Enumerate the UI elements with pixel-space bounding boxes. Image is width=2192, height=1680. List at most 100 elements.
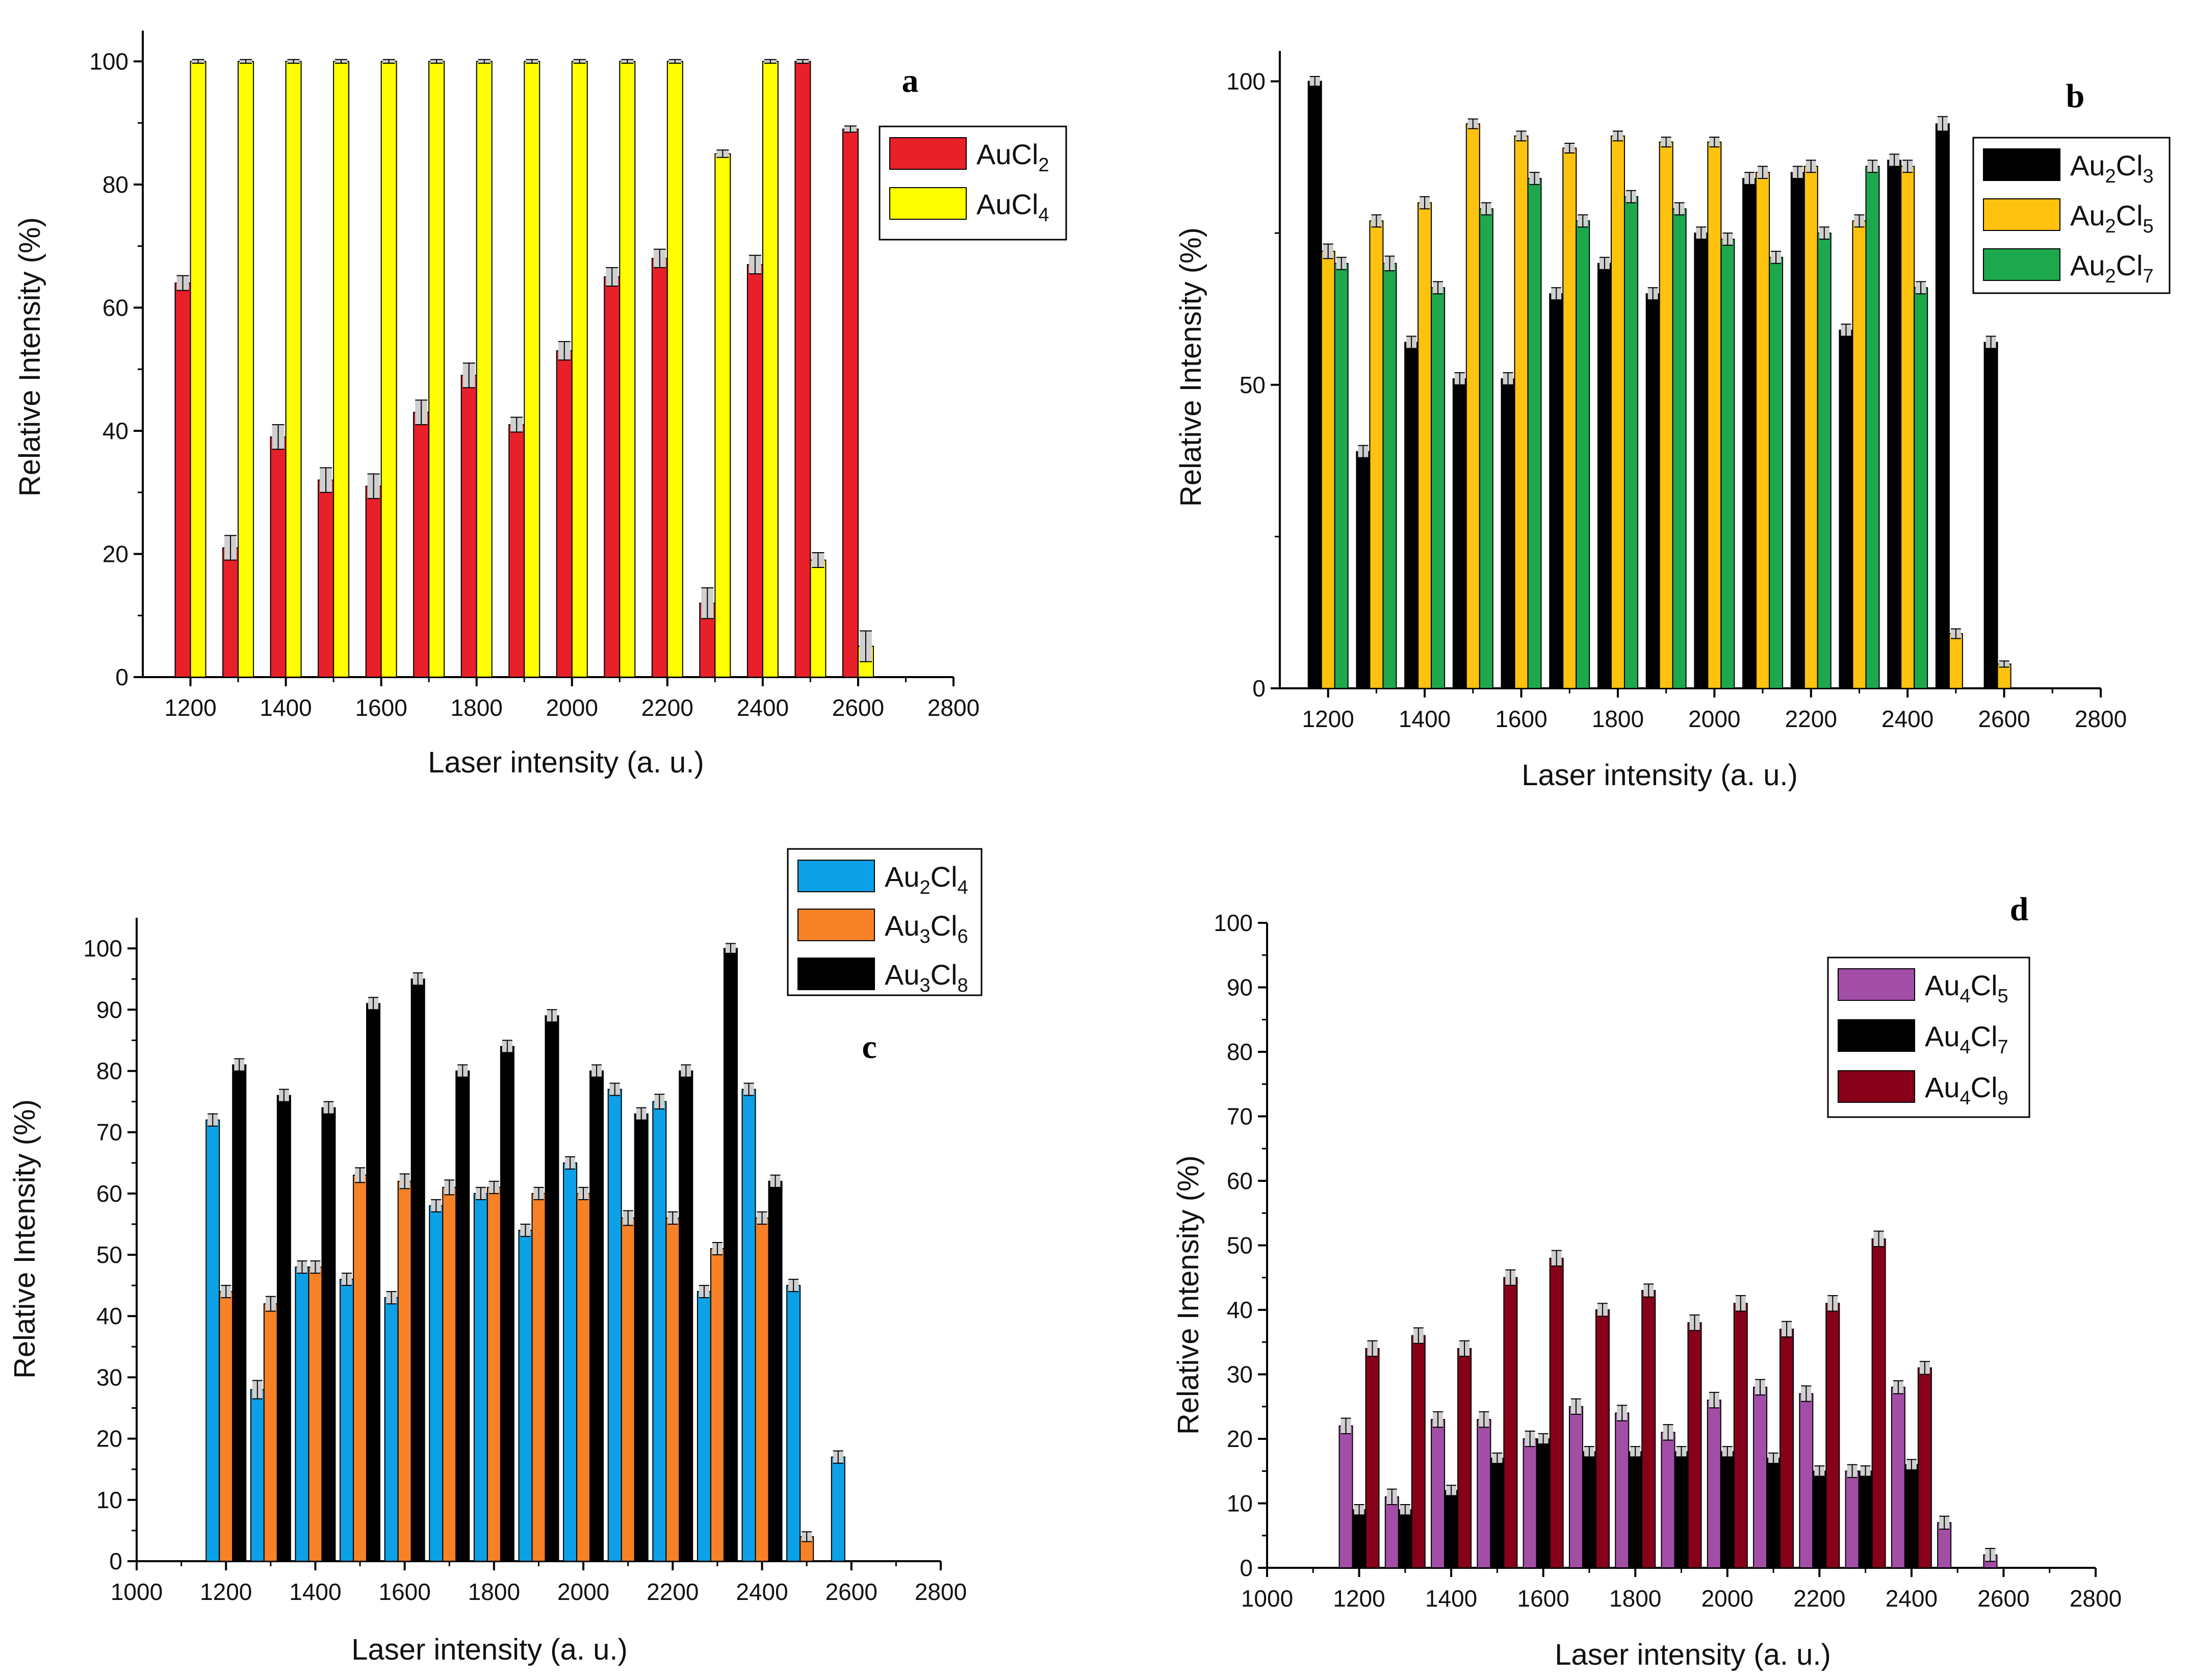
x-tick-label: 1600 (355, 694, 407, 721)
y-tick-label: 10 (96, 1487, 122, 1513)
bar-au2cl4-1600 (384, 1297, 399, 1562)
bar-au2cl7-2000 (1720, 239, 1735, 689)
y-tick-label: 100 (1226, 68, 1266, 95)
legend-label-aucl2: AuCl2 (976, 138, 1049, 176)
bar-au4cl5-1700 (1568, 1406, 1583, 1568)
y-tick-label: 0 (115, 664, 128, 690)
bar-au4cl5-2100 (1753, 1386, 1768, 1569)
legend-swatch-au4cl5 (1838, 968, 1915, 1001)
x-tick-label: 2800 (2070, 1585, 2122, 1612)
y-tick-label: 90 (1227, 974, 1253, 1001)
bar-au3cl6-2100 (621, 1217, 635, 1562)
bar-au2cl7-1400 (1431, 287, 1446, 689)
x-tick-label: 2600 (832, 694, 884, 721)
x-tick-label: 1200 (1333, 1585, 1385, 1612)
bar-au4cl7-1600 (1536, 1438, 1551, 1568)
x-tick-label: 1800 (451, 694, 503, 721)
y-tick-label: 30 (1227, 1361, 1253, 1388)
x-tick-label: 2600 (826, 1579, 878, 1605)
bar-aucl2-1700 (413, 411, 430, 678)
legend: Au2Cl4 Au3Cl6 Au3Cl8 (787, 848, 983, 996)
legend-label-au2cl7: Au2Cl7 (2070, 249, 2154, 287)
panel-letter: a (902, 62, 919, 99)
panel-letter: b (2066, 77, 2085, 115)
bar-au3cl8-1400 (321, 1107, 336, 1562)
bar-au2cl4-1700 (429, 1205, 444, 1562)
bar-aucl2-2400 (746, 264, 763, 678)
bar-au2cl5-2100 (1756, 172, 1770, 689)
legend-label-au2cl5: Au2Cl5 (2070, 199, 2154, 237)
panel-a: 0 20 40 60 80 100 1200 1400 1600 1800 2000 2200 2400… (13, 31, 1067, 779)
bar-au3cl8-2000 (589, 1070, 604, 1562)
bar-au2cl3-1200 (1307, 81, 1322, 689)
bar-aucl4-2200 (666, 61, 683, 678)
y-tick-label: 40 (102, 418, 128, 444)
bar-au4cl5-1400 (1431, 1419, 1446, 1569)
bar-au2cl3-1800 (1597, 263, 1612, 689)
bar-aucl2-2600 (842, 128, 859, 678)
bar-au2cl4-2500 (786, 1285, 801, 1562)
y-tick-label: 20 (102, 540, 128, 567)
legend-label-au2cl4: Au2Cl4 (885, 861, 968, 898)
x-tick-label: 2200 (1785, 706, 1837, 732)
bar-au2cl3-2600 (1983, 342, 1998, 689)
bar-au2cl4-1800 (473, 1193, 488, 1562)
bar-au3cl8-2400 (768, 1180, 783, 1562)
y-axis-label: Relative Intensity (%) (8, 1099, 41, 1379)
bar-au4cl9-2200 (1825, 1303, 1840, 1569)
x-tick-label: 2800 (915, 1579, 967, 1605)
y-tick-label: 100 (1214, 910, 1253, 936)
x-tick-label: 1400 (260, 694, 312, 721)
bar-au4cl5-1500 (1477, 1419, 1491, 1569)
y-axis-label: Relative Intensity (%) (13, 217, 46, 497)
bar-aucl4-2400 (762, 61, 779, 678)
y-tick-label: 50 (1227, 1232, 1253, 1259)
bar-au2cl5-2500 (1948, 633, 1963, 689)
x-tick-label: 2400 (1886, 1585, 1938, 1612)
legend-label-au4cl5: Au4Cl5 (1925, 969, 2008, 1007)
y-tick-label: 70 (1227, 1103, 1253, 1130)
y-tick-label: 20 (96, 1426, 122, 1452)
y-axis-label: Relative Intensity (%) (1172, 1155, 1205, 1435)
y-tick-label: 0 (1240, 1555, 1253, 1581)
x-tick-label: 2400 (1881, 706, 1933, 732)
bar-au3cl8-1600 (410, 978, 425, 1562)
bar-au4cl9-1300 (1411, 1335, 1426, 1569)
bar-au4cl9-2300 (1871, 1238, 1886, 1569)
panel-d: 0 10 20 30 40 50 60 70 80 90 100 1000 1200 1400 1600 18… (1172, 891, 2122, 1671)
x-tick-label: 1400 (1425, 1585, 1477, 1612)
y-axis-label: Relative Intensity (%) (1174, 227, 1207, 507)
bar-au3cl6-1200 (219, 1291, 234, 1562)
bar-au2cl7-1500 (1479, 208, 1493, 689)
y-tick-label: 60 (1227, 1168, 1253, 1194)
bar-au3cl6-1800 (486, 1186, 501, 1562)
x-tick-label: 1200 (200, 1579, 252, 1605)
legend: AuCl2 AuCl4 (879, 125, 1067, 241)
bar-au3cl6-1600 (397, 1180, 412, 1562)
bar-au4cl5-1800 (1615, 1412, 1630, 1568)
bar-au2cl3-2400 (1887, 160, 1902, 689)
bar-au2cl7-1700 (1576, 220, 1590, 689)
legend-swatch-aucl2 (889, 137, 967, 170)
bar-aucl2-1800 (460, 375, 477, 678)
bar-au2cl5-2200 (1803, 166, 1818, 689)
x-tick-label: 2800 (2075, 706, 2127, 732)
bar-au2cl3-2300 (1839, 329, 1853, 689)
bar-au4cl5-2200 (1799, 1393, 1814, 1568)
legend-swatch-au4cl9 (1838, 1070, 1915, 1103)
bar-au3cl6-1500 (353, 1174, 368, 1562)
x-tick-label: 1600 (1495, 706, 1547, 732)
bar-au4cl9-2100 (1780, 1328, 1794, 1568)
x-tick-label: 1800 (468, 1579, 520, 1605)
bar-aucl4-2300 (714, 153, 731, 678)
bar-au2cl7-1800 (1623, 196, 1638, 689)
bar-au4cl7-2000 (1720, 1451, 1735, 1569)
bar-aucl2-1400 (270, 436, 287, 678)
bar-au4cl5-1900 (1661, 1432, 1675, 1569)
y-tick-label: 50 (96, 1242, 122, 1268)
bar-au4cl7-1300 (1398, 1509, 1412, 1568)
bar-au2cl5-1200 (1321, 250, 1335, 689)
bar-au4cl9-1900 (1687, 1322, 1702, 1569)
y-tick-label: 0 (109, 1548, 122, 1574)
x-tick-label: 2400 (736, 1579, 788, 1605)
